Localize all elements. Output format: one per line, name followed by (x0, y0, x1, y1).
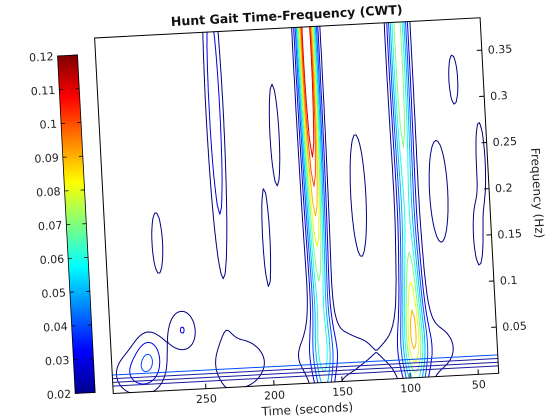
x-tick-label: 50 (472, 378, 487, 392)
colorbar-tick-label: 0.07 (38, 219, 63, 233)
y-tick-label: 0.15 (497, 227, 522, 241)
y-tick-label: 0.2 (495, 181, 513, 195)
y-tick-label: 0.35 (487, 43, 512, 57)
y-tick-label: 0.3 (490, 89, 508, 103)
y-axis-label: Frequency (Hz) (528, 147, 547, 238)
contour-line (297, 22, 424, 383)
x-axis-label: Time (seconds) (260, 400, 353, 419)
colorbar-tick-label: 0.08 (36, 185, 61, 199)
colorbar-tick-label: 0.12 (29, 50, 54, 64)
chart-title: Hunt Gait Time-Frequency (CWT) (171, 2, 403, 29)
y-tick-label: 0.05 (502, 320, 527, 334)
colorbar-tick-label: 0.09 (34, 151, 59, 165)
plot-frame (95, 18, 499, 394)
x-tick-label: 200 (264, 389, 286, 403)
colorbar-tick-label: 0.05 (41, 286, 66, 300)
colorbar (58, 55, 96, 394)
colorbar-tick-label: 0.02 (46, 388, 71, 402)
x-tick-label: 100 (400, 381, 422, 395)
colorbar-tick-label: 0.04 (43, 320, 68, 334)
colorbar-tick-label: 0.06 (39, 253, 64, 267)
contour-plot (95, 18, 499, 394)
colorbar-tick-label: 0.03 (45, 354, 70, 368)
x-tick-label: 250 (196, 392, 218, 406)
colorbar-tick-label: 0.11 (31, 84, 56, 98)
y-tick-label: 0.25 (492, 135, 517, 149)
x-tick-label: 150 (332, 385, 354, 399)
contour-line (124, 21, 429, 392)
colorbar-tick-label: 0.1 (39, 118, 57, 132)
y-tick-label: 0.1 (500, 274, 518, 288)
